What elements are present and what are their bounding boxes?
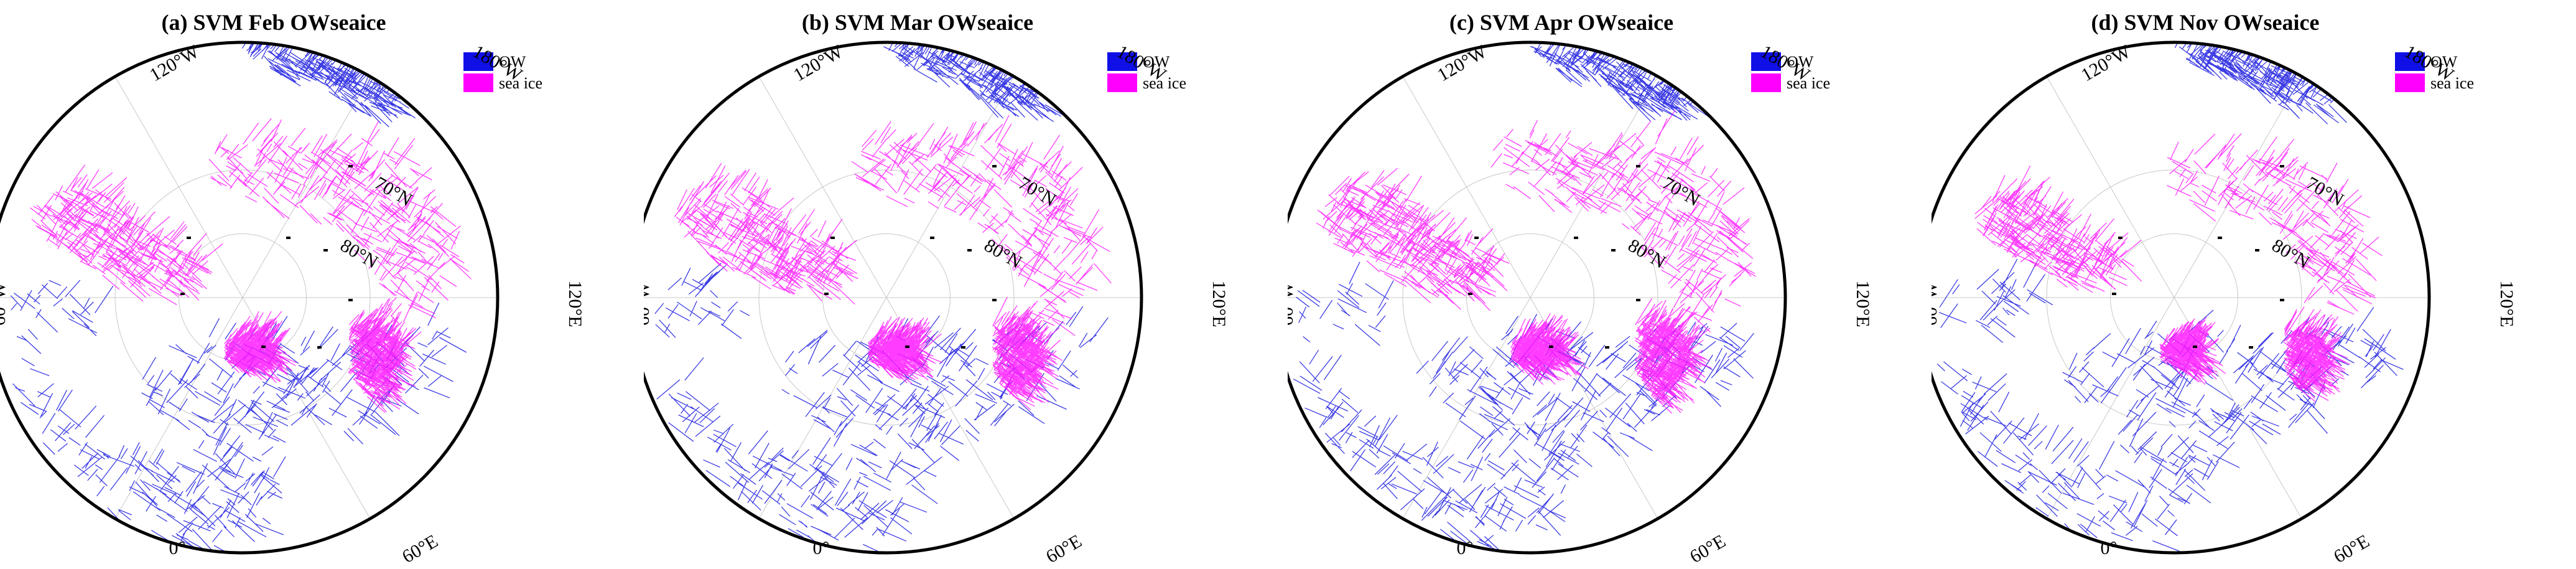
lon-label-60w: 60°W — [1288, 281, 1297, 326]
map-frame — [0, 40, 500, 555]
sea-ice-tracks — [29, 118, 472, 413]
lon-label-60e: 60°E — [399, 530, 442, 567]
lon-label-120e: 120°E — [565, 280, 585, 327]
panel-b-legend: OW sea ice — [1107, 52, 1186, 92]
map-disc — [1288, 42, 1785, 553]
legend-seaice-label: sea ice — [499, 74, 542, 92]
lon-label-0: 0° — [813, 538, 830, 558]
panel-d-legend: OW sea ice — [2395, 52, 2474, 92]
map-disc — [1932, 42, 2429, 552]
legend-ow-swatch — [1107, 52, 1137, 71]
legend-seaice-swatch — [1751, 73, 1781, 92]
panel-d-title: (d) SVM Nov OWseaice — [2091, 10, 2320, 35]
lon-label-120w: 120°W — [2078, 41, 2134, 86]
lon-label-60e: 60°E — [2330, 530, 2373, 567]
graticule — [0, 76, 498, 519]
open-water-tracks — [1293, 42, 1754, 553]
lon-label-60w: 60°W — [0, 281, 9, 326]
panel-c-legend: OW sea ice — [1751, 52, 1830, 92]
panel-d: (d) SVM Nov OWseaice OW sea ice 120°W 18… — [1932, 10, 2517, 567]
legend-ow-label: OW — [499, 53, 526, 71]
panel-b-content — [644, 40, 1143, 555]
lon-label-120w: 120°W — [1434, 41, 1490, 86]
lon-label-0: 0° — [2101, 538, 2118, 558]
lon-label-120e: 120°E — [2496, 280, 2517, 327]
sea-ice-tracks — [1974, 133, 2383, 402]
lon-label-120e: 120°E — [1209, 280, 1229, 327]
legend-seaice-swatch — [1107, 73, 1137, 92]
legend-seaice-swatch — [2395, 73, 2425, 92]
lon-label-60e: 60°E — [1043, 530, 1086, 567]
panel-a-content — [0, 40, 500, 555]
map-disc — [0, 42, 498, 553]
lon-label-120w: 120°W — [790, 41, 847, 86]
lat-label-80n: 80°N — [337, 235, 382, 272]
legend-ow-label: OW — [1143, 53, 1170, 71]
legend-seaice-label: sea ice — [1143, 74, 1186, 92]
legend-ow-label: OW — [2430, 53, 2458, 71]
lon-label-60e: 60°E — [1686, 530, 1729, 567]
map-frame — [1932, 40, 2431, 555]
lon-label-0: 0° — [169, 538, 186, 558]
panel-c-title: (c) SVM Apr OWseaice — [1449, 10, 1673, 35]
lon-label-60w: 60°W — [1932, 281, 1941, 326]
panel-a-title: (a) SVM Feb OWseaice — [162, 10, 386, 35]
sea-ice-tracks — [1316, 110, 1756, 414]
panel-c-content — [1288, 40, 1787, 555]
lon-label-120e: 120°E — [1853, 280, 1873, 327]
graticule-markers — [1468, 165, 1640, 349]
panel-a-legend: OW sea ice — [463, 52, 542, 92]
graticule-markers — [180, 165, 353, 349]
panel-a-latitude-labels: 70°N 80°N — [337, 172, 416, 272]
legend-ow-swatch — [2395, 52, 2425, 71]
sea-ice-tracks — [674, 115, 1112, 410]
lon-label-120w: 120°W — [146, 41, 203, 86]
legend-ow-swatch — [1751, 52, 1781, 71]
legend-seaice-swatch — [463, 73, 493, 92]
graticule-markers — [824, 165, 997, 349]
lat-label-80n: 80°N — [2269, 235, 2313, 272]
panel-d-latitude-labels: 70°N 80°N — [2269, 172, 2348, 272]
panel-c: (c) SVM Apr OWseaice OW sea ice 120°W 18… — [1288, 10, 1873, 567]
panel-a: (a) SVM Feb OWseaice OW sea ice 120°W 18… — [0, 10, 585, 567]
panel-b: (b) SVM Mar OWseaice OW sea ice 120°W 18… — [644, 10, 1229, 567]
graticule — [644, 76, 1142, 519]
map-frame — [1288, 40, 1787, 555]
legend-seaice-label: sea ice — [2430, 74, 2474, 92]
map-disc — [644, 42, 1142, 553]
panel-b-title: (b) SVM Mar OWseaice — [802, 10, 1033, 35]
lon-label-60w: 60°W — [644, 281, 653, 326]
legend-ow-label: OW — [1787, 53, 1814, 71]
map-frame — [644, 40, 1143, 555]
legend-ow-swatch — [463, 52, 493, 71]
lon-label-0: 0° — [1457, 538, 1474, 558]
panel-d-content — [1932, 40, 2431, 555]
graticule-markers — [2112, 165, 2284, 349]
legend-seaice-label: sea ice — [1787, 74, 1830, 92]
graticule — [1288, 76, 1785, 519]
